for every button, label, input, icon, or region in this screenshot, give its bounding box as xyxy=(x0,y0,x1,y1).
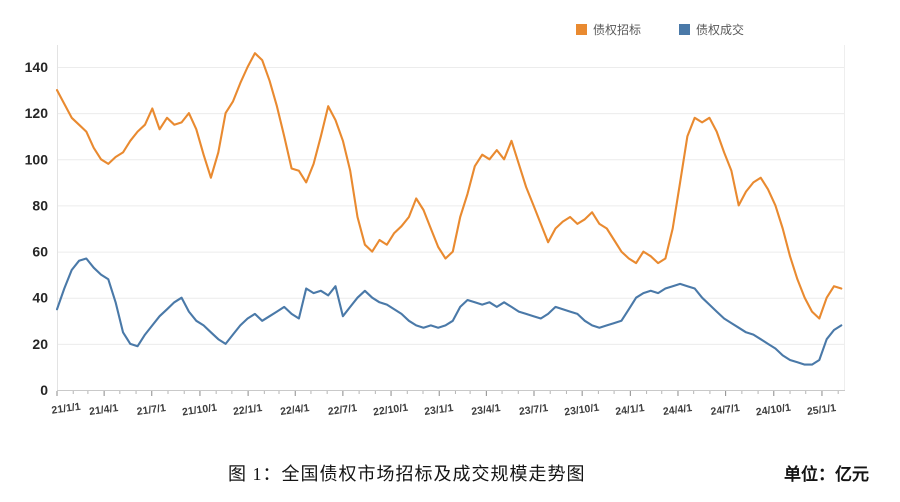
y-tick-label: 0 xyxy=(40,382,48,398)
x-tick-label: 25/1/1 xyxy=(806,402,837,418)
chart-legend: 债权招标 债权成交 xyxy=(576,21,744,38)
x-tick-label: 22/4/1 xyxy=(280,402,311,418)
legend-label-tender: 债权招标 xyxy=(593,23,642,37)
x-tick-label: 21/7/1 xyxy=(136,402,167,418)
chart-canvas: 21/1/1 21/4/1 21/7/1 21/10/1 22/1/1 22/4/1 22/… xyxy=(25,45,845,419)
deal-series-swatch-icon xyxy=(679,24,691,35)
x-tick-label: 22/1/1 xyxy=(232,402,263,418)
y-tick-label: 140 xyxy=(25,59,49,75)
series-line-0 xyxy=(55,52,843,320)
legend-item-tender: 债权招标 xyxy=(576,21,641,38)
x-tick-label: 24/4/1 xyxy=(662,402,693,418)
x-tick-label: 21/1/1 xyxy=(51,401,82,417)
y-tick-label: 80 xyxy=(32,197,48,213)
legend-label-deal: 债权成交 xyxy=(696,23,745,37)
y-tick-label: 100 xyxy=(25,151,49,167)
x-tick-label: 21/4/1 xyxy=(88,402,119,418)
x-tick-label: 22/10/1 xyxy=(372,402,409,419)
x-tick-label: 21/10/1 xyxy=(181,402,218,419)
x-tick-label: 24/1/1 xyxy=(615,402,646,418)
figure-caption: 图 1：全国债权市场招标及成交规模走势图 xyxy=(228,464,586,484)
x-tick-label: 23/1/1 xyxy=(424,402,455,418)
y-tick-label: 120 xyxy=(25,105,49,121)
unit-label: 单位：亿元 xyxy=(784,465,869,484)
series-line-1 xyxy=(55,257,843,366)
y-tick-label: 20 xyxy=(32,336,48,352)
x-tick-label: 23/4/1 xyxy=(471,402,502,418)
x-tick-label: 24/7/1 xyxy=(710,402,741,418)
x-tick-label: 23/7/1 xyxy=(518,402,549,418)
x-tick-label: 23/10/1 xyxy=(564,402,601,419)
x-tick-label: 24/10/1 xyxy=(755,402,792,419)
x-tick-label: 22/7/1 xyxy=(327,402,358,418)
tender-series-swatch-icon xyxy=(576,24,587,35)
legend-item-deal: 债权成交 xyxy=(679,21,744,38)
y-tick-label: 40 xyxy=(32,290,48,306)
y-tick-label: 60 xyxy=(32,244,48,260)
